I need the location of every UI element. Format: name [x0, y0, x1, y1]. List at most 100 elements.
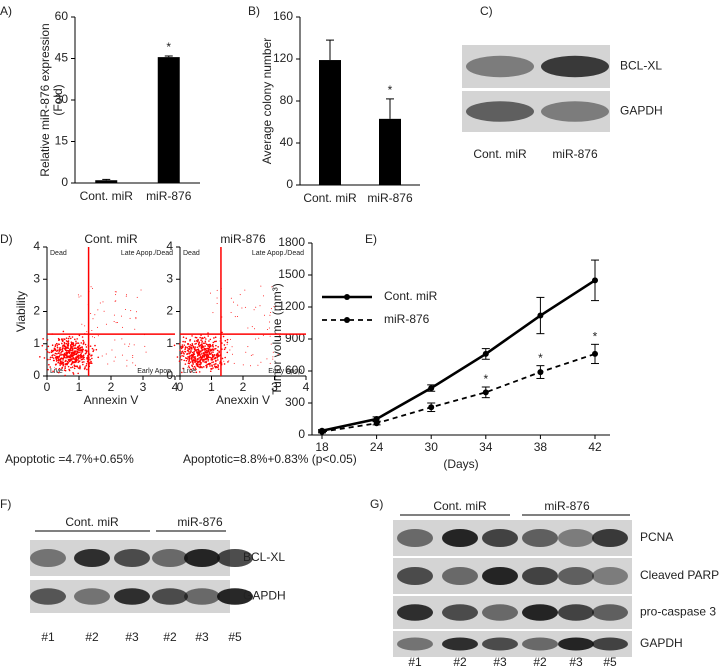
- blot-band: [152, 549, 188, 567]
- cell-event: [213, 357, 216, 360]
- cell-event: [62, 359, 64, 361]
- x-tick-label: 0: [44, 380, 51, 394]
- cell-event: [212, 367, 214, 369]
- cell-event: [188, 362, 191, 365]
- cell-event: [51, 354, 53, 357]
- cell-event: [194, 367, 197, 369]
- cell-event: [75, 347, 77, 350]
- cell-event: [205, 343, 208, 346]
- cell-event: [115, 322, 117, 324]
- cell-event: [257, 364, 259, 366]
- cell-event: [74, 358, 77, 360]
- cell-event: [211, 361, 213, 364]
- cell-event: [48, 351, 50, 354]
- cell-event: [218, 350, 220, 353]
- x-tick-label: miR-876: [367, 191, 413, 205]
- cell-event: [90, 313, 92, 315]
- cell-event: [197, 360, 200, 363]
- cell-event: [90, 355, 92, 357]
- y-tick-label: 45: [55, 51, 69, 65]
- blot-band: [184, 549, 220, 567]
- cell-event: [52, 357, 55, 359]
- cell-event: [191, 360, 194, 363]
- cell-event: [54, 344, 57, 346]
- cell-event: [76, 346, 79, 349]
- cell-event: [197, 338, 199, 341]
- cell-event: [75, 340, 77, 343]
- cell-event: [185, 359, 188, 362]
- cell-event: [217, 366, 219, 368]
- cell-event: [195, 342, 197, 345]
- x-tick-label: 2: [240, 380, 247, 394]
- cell-event: [65, 354, 67, 357]
- cell-event: [227, 361, 229, 363]
- cell-event: [230, 312, 232, 314]
- cell-event: [208, 352, 211, 355]
- cell-event: [48, 363, 50, 366]
- x-axis-label: Annexin V: [84, 393, 139, 407]
- blot-band: [558, 529, 594, 547]
- cell-event: [187, 356, 189, 358]
- cell-event: [270, 312, 272, 314]
- cell-event: [114, 291, 116, 293]
- cell-event: [217, 346, 219, 348]
- cell-event: [56, 353, 58, 355]
- lane-label: #3: [569, 655, 583, 669]
- cell-event: [258, 337, 260, 339]
- cell-event: [191, 364, 193, 367]
- cell-event: [192, 361, 194, 364]
- cell-event: [77, 357, 80, 360]
- cell-event: [191, 351, 194, 354]
- cell-event: [192, 356, 194, 359]
- cell-event: [105, 353, 107, 355]
- cell-event: [61, 338, 63, 340]
- cell-event: [78, 344, 81, 347]
- cell-event: [62, 344, 65, 347]
- cell-event: [215, 355, 218, 357]
- cell-event: [183, 344, 186, 346]
- cell-event: [184, 357, 187, 359]
- significance: *: [483, 372, 488, 386]
- cell-event: [125, 295, 127, 297]
- cell-event: [272, 356, 274, 358]
- cell-event: [203, 342, 205, 345]
- cell-event: [250, 365, 252, 367]
- cell-event: [64, 363, 67, 365]
- cell-event: [63, 356, 65, 359]
- cell-event: [77, 342, 80, 344]
- cell-event: [222, 335, 225, 338]
- cell-event: [61, 361, 63, 363]
- blot-band: [541, 55, 609, 78]
- y-tick-label: 30: [55, 92, 69, 106]
- cell-event: [200, 362, 202, 365]
- cell-event: [80, 353, 82, 356]
- panel-label: D): [0, 232, 13, 246]
- blot-band: [397, 529, 433, 547]
- cell-event: [84, 366, 86, 368]
- cell-event: [279, 334, 281, 336]
- cell-event: [196, 360, 198, 363]
- cell-event: [198, 352, 201, 355]
- cell-event: [199, 355, 202, 358]
- cell-event: [126, 365, 128, 367]
- cell-event: [42, 337, 44, 340]
- cell-event: [194, 355, 196, 358]
- cell-event: [259, 305, 261, 307]
- y-tick-label: 15: [55, 134, 69, 148]
- cell-event: [85, 350, 88, 353]
- cell-event: [192, 363, 195, 365]
- cell-event: [114, 339, 116, 341]
- cell-event: [56, 346, 59, 349]
- cell-event: [201, 343, 203, 346]
- row-label: BCL-XL: [620, 59, 662, 73]
- y-tick-label: 60: [55, 9, 69, 23]
- cell-event: [190, 371, 192, 373]
- cell-event: [182, 336, 185, 339]
- cell-event: [85, 362, 88, 365]
- cell-event: [269, 335, 271, 337]
- x-tick-label: 34: [479, 440, 493, 454]
- row-label: GAPDH: [620, 104, 663, 118]
- cell-event: [260, 361, 262, 363]
- cell-event: [97, 326, 99, 328]
- cell-event: [58, 356, 60, 358]
